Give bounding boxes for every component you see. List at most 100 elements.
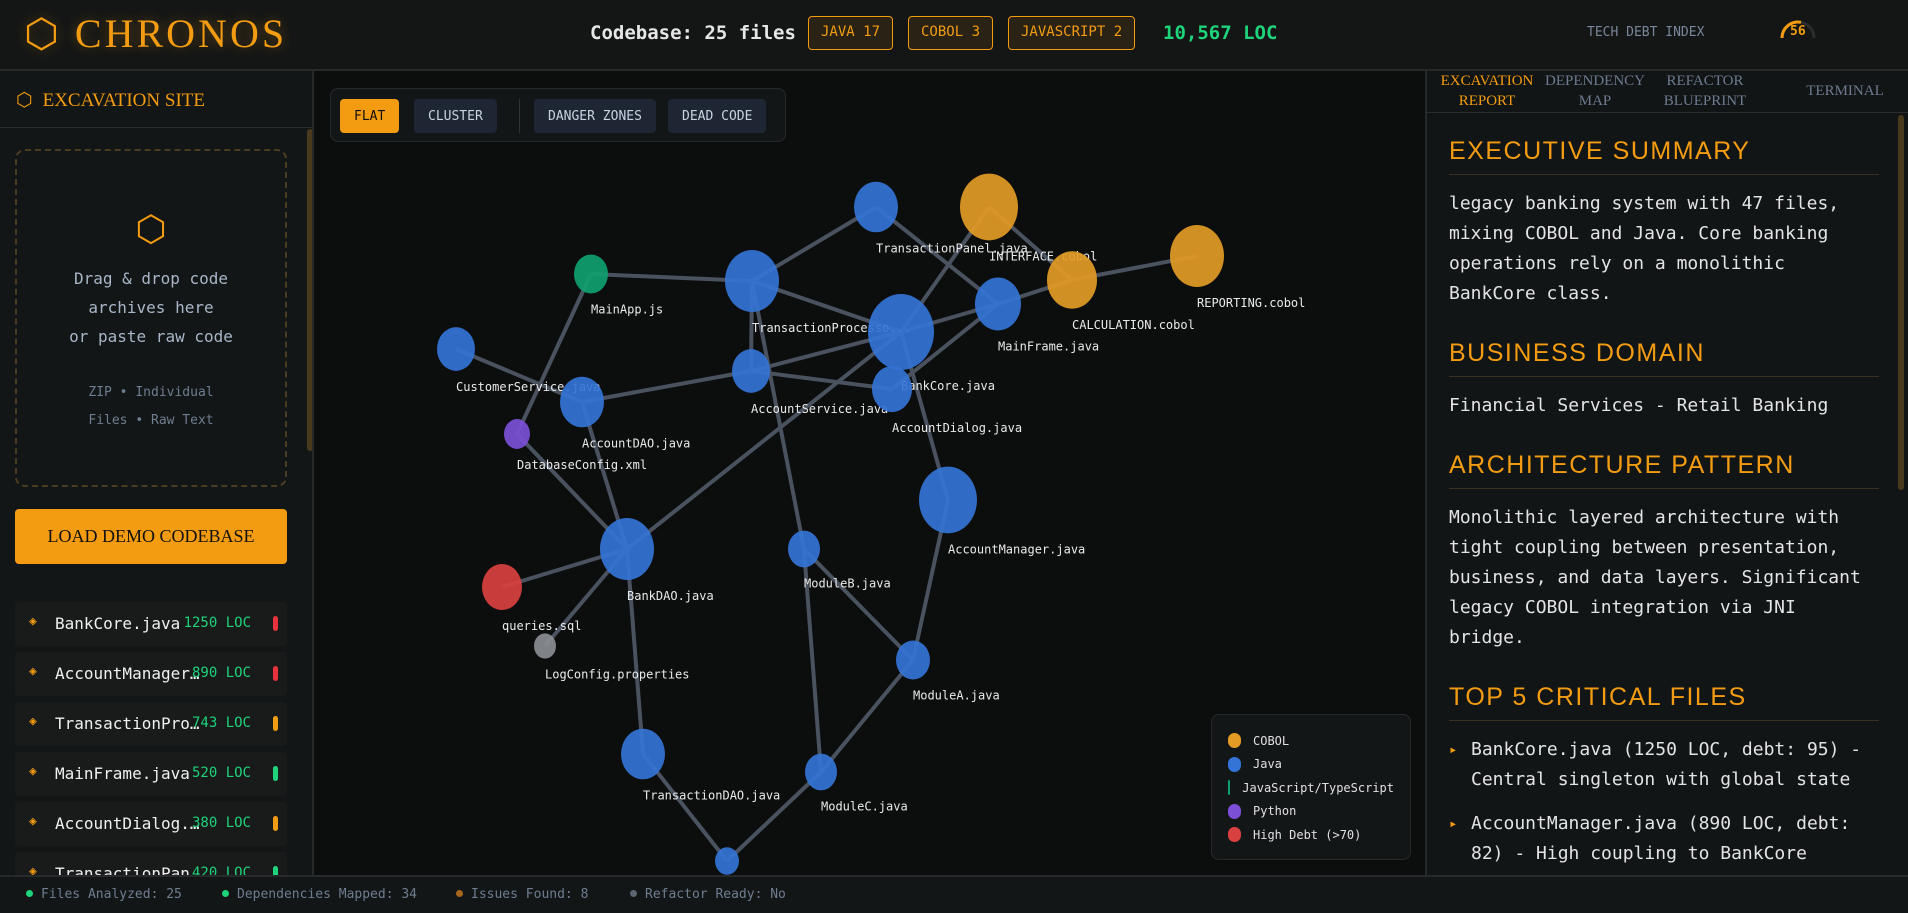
executive-summary: legacy banking system with 47 files, mix… <box>1449 193 1840 304</box>
toolbar-divider <box>519 99 520 133</box>
report-panel: EXCAVATION REPORT DEPENDENCY MAP REFACTOR B… <box>1425 71 1908 875</box>
legend-item: Java <box>1228 753 1394 777</box>
graph-node[interactable] <box>574 254 608 294</box>
sidebar-scrollbar[interactable] <box>307 129 312 451</box>
node-label: LogConfig.properties <box>545 668 690 682</box>
badge-javascript: JAVASCRIPT 2 <box>1008 16 1136 50</box>
graph-node[interactable] <box>560 376 604 428</box>
graph-node[interactable] <box>960 173 1018 241</box>
graph-node[interactable] <box>482 564 522 610</box>
file-name: MainFrame.java <box>55 764 190 783</box>
graph-node[interactable] <box>600 517 654 581</box>
dependency-graph[interactable]: TransactionPanel.java INTERFACE.cobol REPO… <box>314 71 1425 875</box>
graph-node[interactable] <box>872 366 912 412</box>
load-demo-button[interactable]: LOAD DEMO CODEBASE <box>15 509 287 564</box>
file-list-item[interactable]: ◈ TransactionProcessor.java743 LOC <box>15 702 287 746</box>
legend-swatch <box>1228 803 1241 819</box>
tab-dependency-map[interactable]: DEPENDENCY MAP <box>1545 73 1645 109</box>
file-list-item[interactable]: ◈ BankCore.java 1250 LOC <box>15 602 287 646</box>
legend-item: COBOL <box>1228 729 1394 753</box>
graph-node[interactable] <box>437 327 475 371</box>
status-label: Issues Found: 8 <box>471 887 589 902</box>
tab-excavation-report[interactable]: EXCAVATION REPORT <box>1440 73 1534 109</box>
node-label: REPORTING.cobol <box>1197 296 1305 310</box>
section-title: BUSINESS DOMAIN <box>1449 315 1879 377</box>
file-icon: ◈ <box>29 864 37 875</box>
file-loc: 890 LOC <box>191 665 251 681</box>
graph-node[interactable] <box>1170 224 1224 288</box>
dropzone-text: archives here <box>88 298 214 317</box>
dead-code-button[interactable]: DEAD CODE <box>668 99 767 133</box>
graph-node[interactable] <box>504 419 530 449</box>
status-dot <box>222 890 229 897</box>
upload-dropzone[interactable]: ⬡ Drag & drop code archives here or past… <box>15 149 287 487</box>
graph-node[interactable] <box>919 466 977 534</box>
flat-view-button[interactable]: FLAT <box>340 99 400 133</box>
dependency-edge <box>750 280 806 550</box>
graph-node[interactable] <box>1047 251 1097 309</box>
file-loc: 380 LOC <box>191 815 251 831</box>
tech-debt-value: 56 <box>1790 24 1806 39</box>
view-toolbar: FLAT CLUSTER DANGER ZONES DEAD CODE <box>330 88 786 142</box>
business-domain: Financial Services - Retail Banking <box>1449 395 1829 416</box>
dropzone-formats: Files • Raw Text <box>88 413 214 428</box>
legend-label: JavaScript/TypeScript <box>1242 780 1394 795</box>
dependency-edge <box>625 330 903 551</box>
legend-swatch <box>1228 780 1231 796</box>
graph-node[interactable] <box>896 640 930 680</box>
legend-label: COBOL <box>1253 733 1290 748</box>
graph-node[interactable] <box>732 349 770 393</box>
file-list-item[interactable]: ◈ AccountDialog.java380 LOC <box>15 802 287 846</box>
graph-node[interactable] <box>805 753 837 791</box>
file-list-item[interactable]: ◈ TransactionPanel.java420 LOC <box>15 852 287 875</box>
debt-indicator <box>273 666 278 681</box>
report-tabs: EXCAVATION REPORT DEPENDENCY MAP REFACTOR B… <box>1427 71 1908 113</box>
legend-swatch <box>1228 756 1241 772</box>
status-item: Refactor Ready: No <box>630 887 786 902</box>
node-label: AccountDAO.java <box>582 436 690 450</box>
graph-canvas[interactable]: TransactionPanel.javaINTERFACE.cobolREPO… <box>314 71 1425 875</box>
file-loc: 743 LOC <box>191 715 251 731</box>
report-scrollbar[interactable] <box>1898 115 1904 490</box>
graph-node[interactable] <box>788 530 820 568</box>
graph-node[interactable] <box>715 847 739 875</box>
gauge-arc <box>1780 20 1802 39</box>
file-loc: 520 LOC <box>191 765 251 781</box>
debt-indicator <box>273 616 278 631</box>
graph-node[interactable] <box>868 294 934 370</box>
node-label: BankDAO.java <box>627 589 714 603</box>
danger-zones-button[interactable]: DANGER ZONES <box>534 99 656 133</box>
dependency-edge <box>581 369 752 404</box>
dependency-edge <box>625 548 645 755</box>
badge-cobol: COBOL 3 <box>908 16 994 50</box>
dependency-edge <box>802 547 915 662</box>
status-dot <box>456 890 463 897</box>
graph-node[interactable] <box>975 277 1021 331</box>
app-title: CHRONOS <box>74 11 288 56</box>
graph-node[interactable] <box>854 181 898 233</box>
app-header: ⬡ CHRONOS Codebase: 25 files JAVA 17 COB… <box>0 0 1908 71</box>
tab-refactor-blueprint[interactable]: REFACTOR BLUEPRINT <box>1663 73 1747 109</box>
node-label: MainFrame.java <box>998 339 1099 353</box>
status-label: Dependencies Mapped: 34 <box>237 887 418 902</box>
excavation-report: EXECUTIVE SUMMARY legacy banking system … <box>1449 113 1879 869</box>
debt-indicator <box>273 866 278 875</box>
file-loc: 1250 LOC <box>183 615 251 631</box>
section-title: TOP 5 CRITICAL FILES <box>1449 659 1879 721</box>
legend-swatch <box>1228 733 1241 749</box>
legend-item: High Debt (>70) <box>1228 823 1394 847</box>
tab-terminal[interactable]: TERMINAL <box>1806 83 1884 99</box>
hexagon-icon: ⬡ <box>135 209 167 250</box>
sidebar-header: ⬡ EXCAVATION SITE <box>0 71 312 128</box>
cluster-view-button[interactable]: CLUSTER <box>414 99 497 133</box>
graph-legend: COBOL Java JavaScript/TypeScript Python High… <box>1211 714 1411 860</box>
legend-swatch <box>1228 827 1241 843</box>
file-name: AccountDialog.java <box>55 814 205 833</box>
total-loc: 10,567 LOC <box>1163 22 1278 44</box>
app-logo: ⬡ CHRONOS <box>24 10 287 57</box>
graph-node[interactable] <box>534 633 556 659</box>
graph-node[interactable] <box>725 249 779 313</box>
file-list-item[interactable]: ◈ AccountManager.java890 LOC <box>15 652 287 696</box>
graph-node[interactable] <box>621 728 665 780</box>
file-list-item[interactable]: ◈ MainFrame.java 520 LOC <box>15 752 287 796</box>
